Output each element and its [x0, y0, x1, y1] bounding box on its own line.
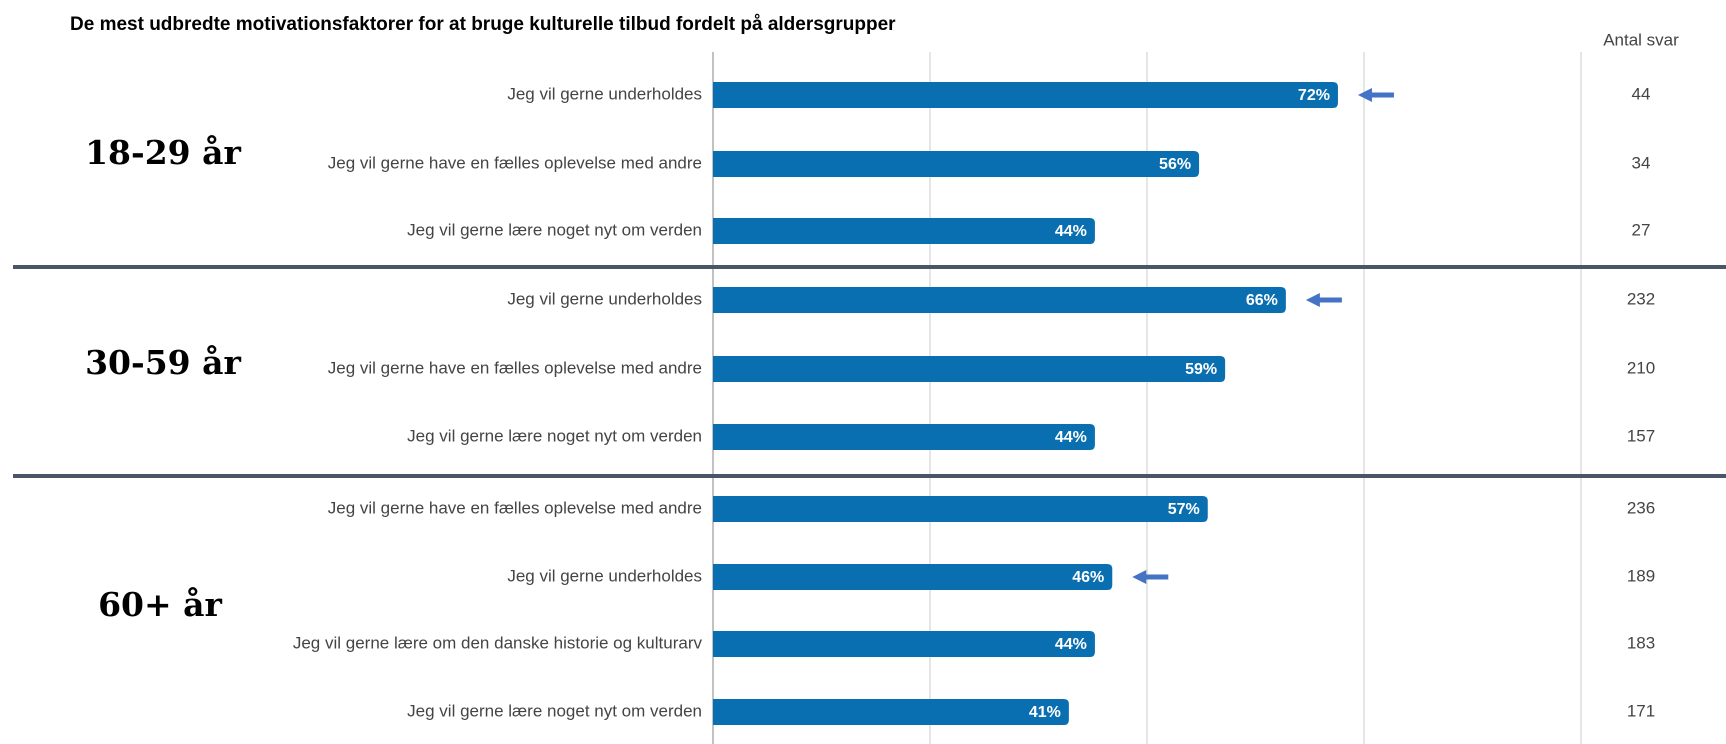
bar	[713, 82, 1338, 108]
value-label: 72%	[1298, 87, 1330, 104]
value-label: 46%	[1072, 569, 1104, 586]
count-header: Antal svar	[1603, 30, 1679, 49]
count-label: 183	[1627, 633, 1655, 652]
bar	[713, 424, 1095, 450]
arrow	[1305, 293, 1342, 307]
category-label: Jeg vil gerne lære om den danske histori…	[293, 633, 703, 652]
group-label: 60+ år	[98, 585, 222, 624]
value-label: 66%	[1246, 292, 1278, 309]
count-label: 232	[1627, 289, 1655, 308]
bar	[713, 564, 1113, 590]
count-label: 189	[1627, 566, 1655, 585]
bar	[713, 151, 1200, 177]
group-label: 30-59 år	[85, 343, 241, 382]
count-label: 171	[1627, 701, 1655, 720]
bar	[713, 631, 1095, 657]
bar	[713, 218, 1095, 244]
value-label: 41%	[1029, 704, 1061, 721]
value-label: 56%	[1159, 156, 1191, 173]
count-label: 44	[1632, 84, 1651, 103]
count-label: 27	[1632, 220, 1651, 239]
chart-title: De mest udbredte motivationsfaktorer for…	[70, 14, 896, 35]
value-label: 44%	[1055, 223, 1087, 240]
category-label: Jeg vil gerne underholdes	[507, 289, 702, 308]
value-label: 44%	[1055, 636, 1087, 653]
arrow	[1132, 570, 1169, 584]
value-label: 57%	[1168, 501, 1200, 518]
category-label: Jeg vil gerne have en fælles oplevelse m…	[328, 153, 702, 172]
category-label: Jeg vil gerne have en fælles oplevelse m…	[328, 358, 702, 377]
category-label: Jeg vil gerne lære noget nyt om verden	[407, 220, 702, 239]
category-label: Jeg vil gerne lære noget nyt om verden	[407, 426, 702, 445]
bar	[713, 287, 1286, 313]
count-label: 157	[1627, 426, 1655, 445]
bar	[713, 699, 1069, 725]
bar	[713, 496, 1208, 522]
count-label: 236	[1627, 498, 1655, 517]
count-label: 34	[1632, 153, 1651, 172]
arrow	[1357, 88, 1394, 102]
category-label: Jeg vil gerne underholdes	[507, 566, 702, 585]
count-label: 210	[1627, 358, 1655, 377]
bar	[713, 356, 1226, 382]
group-label: 18-29 år	[85, 133, 241, 172]
category-label: Jeg vil gerne underholdes	[507, 84, 702, 103]
value-label: 59%	[1185, 361, 1217, 378]
category-label: Jeg vil gerne have en fælles oplevelse m…	[328, 498, 702, 517]
value-label: 44%	[1055, 429, 1087, 446]
category-label: Jeg vil gerne lære noget nyt om verden	[407, 701, 702, 720]
